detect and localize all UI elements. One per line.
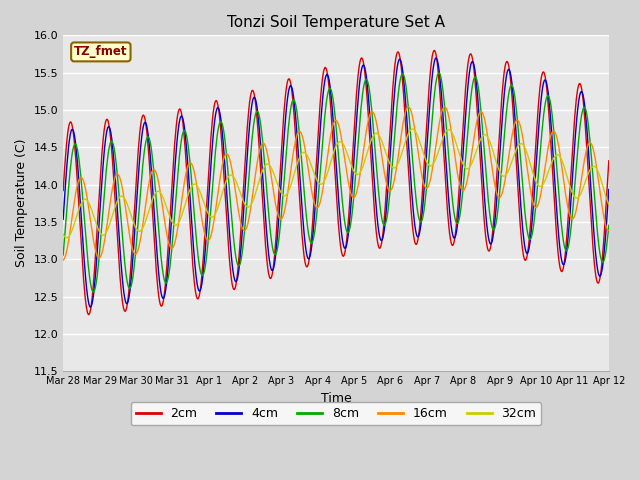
4cm — [204, 220, 211, 226]
32cm — [409, 126, 417, 132]
16cm — [440, 104, 448, 110]
4cm — [381, 218, 389, 224]
Title: Tonzi Soil Temperature Set A: Tonzi Soil Temperature Set A — [227, 15, 445, 30]
4cm — [605, 187, 612, 192]
Y-axis label: Soil Temperature (C): Soil Temperature (C) — [15, 139, 28, 267]
2cm — [60, 188, 67, 193]
8cm — [435, 70, 443, 76]
Line: 2cm: 2cm — [63, 50, 609, 314]
X-axis label: Time: Time — [321, 392, 351, 405]
32cm — [556, 154, 564, 160]
8cm — [436, 71, 444, 77]
Line: 4cm: 4cm — [63, 58, 609, 307]
32cm — [436, 144, 444, 150]
8cm — [204, 249, 211, 254]
16cm — [60, 257, 67, 263]
32cm — [605, 202, 612, 207]
16cm — [556, 148, 563, 154]
32cm — [60, 231, 67, 237]
16cm — [328, 129, 335, 134]
16cm — [179, 189, 187, 195]
Legend: 2cm, 4cm, 8cm, 16cm, 32cm: 2cm, 4cm, 8cm, 16cm, 32cm — [131, 402, 541, 425]
2cm — [328, 126, 336, 132]
2cm — [436, 89, 444, 95]
2cm — [431, 48, 438, 53]
4cm — [328, 105, 336, 111]
8cm — [556, 210, 564, 216]
2cm — [204, 193, 211, 199]
4cm — [86, 304, 94, 310]
4cm — [60, 216, 67, 222]
Text: TZ_fmet: TZ_fmet — [74, 46, 127, 59]
32cm — [63, 235, 71, 240]
32cm — [381, 148, 389, 154]
8cm — [90, 289, 97, 295]
8cm — [328, 91, 336, 97]
4cm — [436, 73, 444, 79]
8cm — [180, 128, 188, 134]
16cm — [435, 126, 442, 132]
2cm — [556, 266, 564, 272]
4cm — [180, 120, 188, 125]
2cm — [605, 158, 612, 164]
Line: 32cm: 32cm — [63, 129, 609, 238]
16cm — [381, 171, 388, 177]
2cm — [381, 204, 389, 209]
4cm — [556, 249, 564, 255]
2cm — [180, 128, 188, 133]
8cm — [605, 222, 612, 228]
8cm — [381, 221, 389, 227]
Line: 8cm: 8cm — [63, 73, 609, 292]
16cm — [202, 236, 210, 242]
32cm — [328, 154, 336, 160]
32cm — [180, 206, 188, 212]
2cm — [85, 312, 93, 317]
4cm — [432, 55, 440, 61]
Line: 16cm: 16cm — [63, 107, 609, 260]
16cm — [605, 228, 612, 233]
32cm — [204, 209, 211, 215]
8cm — [60, 252, 67, 258]
